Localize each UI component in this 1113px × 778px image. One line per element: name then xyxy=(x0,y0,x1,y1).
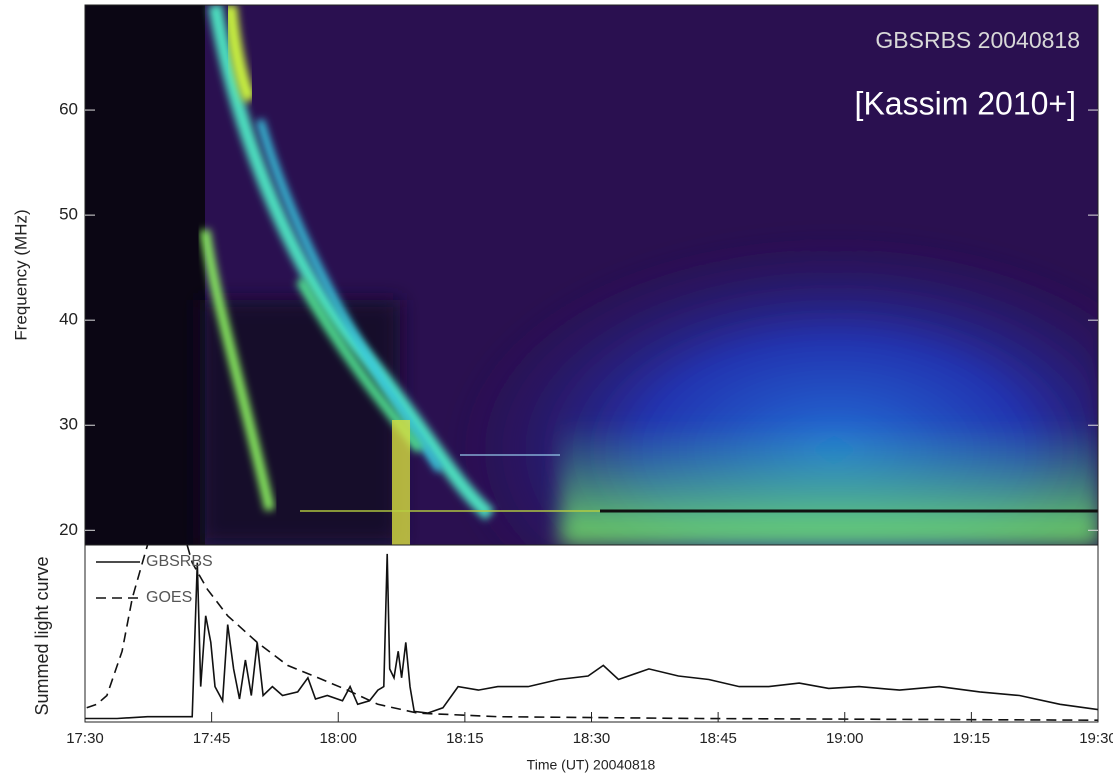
x-tick-label: 18:30 xyxy=(573,730,611,747)
x-axis-title: Time (UT) 20040818 xyxy=(527,757,656,773)
axes: 20 30 40 50 60 17:30 17:45 18:00 18:15 18:30 18:45… xyxy=(59,100,1113,747)
line-series xyxy=(85,553,1098,720)
y-tick-label: 20 xyxy=(59,520,78,539)
x-tick-label: 17:30 xyxy=(66,730,104,747)
lightcurve-plot xyxy=(85,545,1098,721)
y-tick-label: 50 xyxy=(59,205,78,224)
y-tick-label: 60 xyxy=(59,100,78,119)
spectrogram-title: GBSRBS 20040818 xyxy=(875,27,1080,53)
x-tick-label: 17:45 xyxy=(193,730,231,747)
x-tick-label: 19:30 xyxy=(1079,730,1113,747)
x-tick-label: 18:00 xyxy=(319,730,357,747)
x-tick-label: 19:00 xyxy=(826,730,864,747)
y-tick-label: 40 xyxy=(59,310,78,329)
y-axis-title: Summed light curve xyxy=(32,556,52,715)
x-tick-label: 18:45 xyxy=(699,730,737,747)
y-axis-title: Frequency (MHz) xyxy=(11,209,30,340)
line-series xyxy=(86,545,1098,721)
legend-label: GOES xyxy=(146,589,192,606)
x-tick-label: 19:15 xyxy=(953,730,991,747)
y-tick-label: 30 xyxy=(59,415,78,434)
x-tick-label: 18:15 xyxy=(446,730,484,747)
spectrogram-image xyxy=(85,5,1098,545)
legend-label: GBSRBS xyxy=(146,553,213,570)
lightcurve-frame xyxy=(84,544,1099,723)
annotation: [Kassim 2010+] xyxy=(855,85,1076,121)
